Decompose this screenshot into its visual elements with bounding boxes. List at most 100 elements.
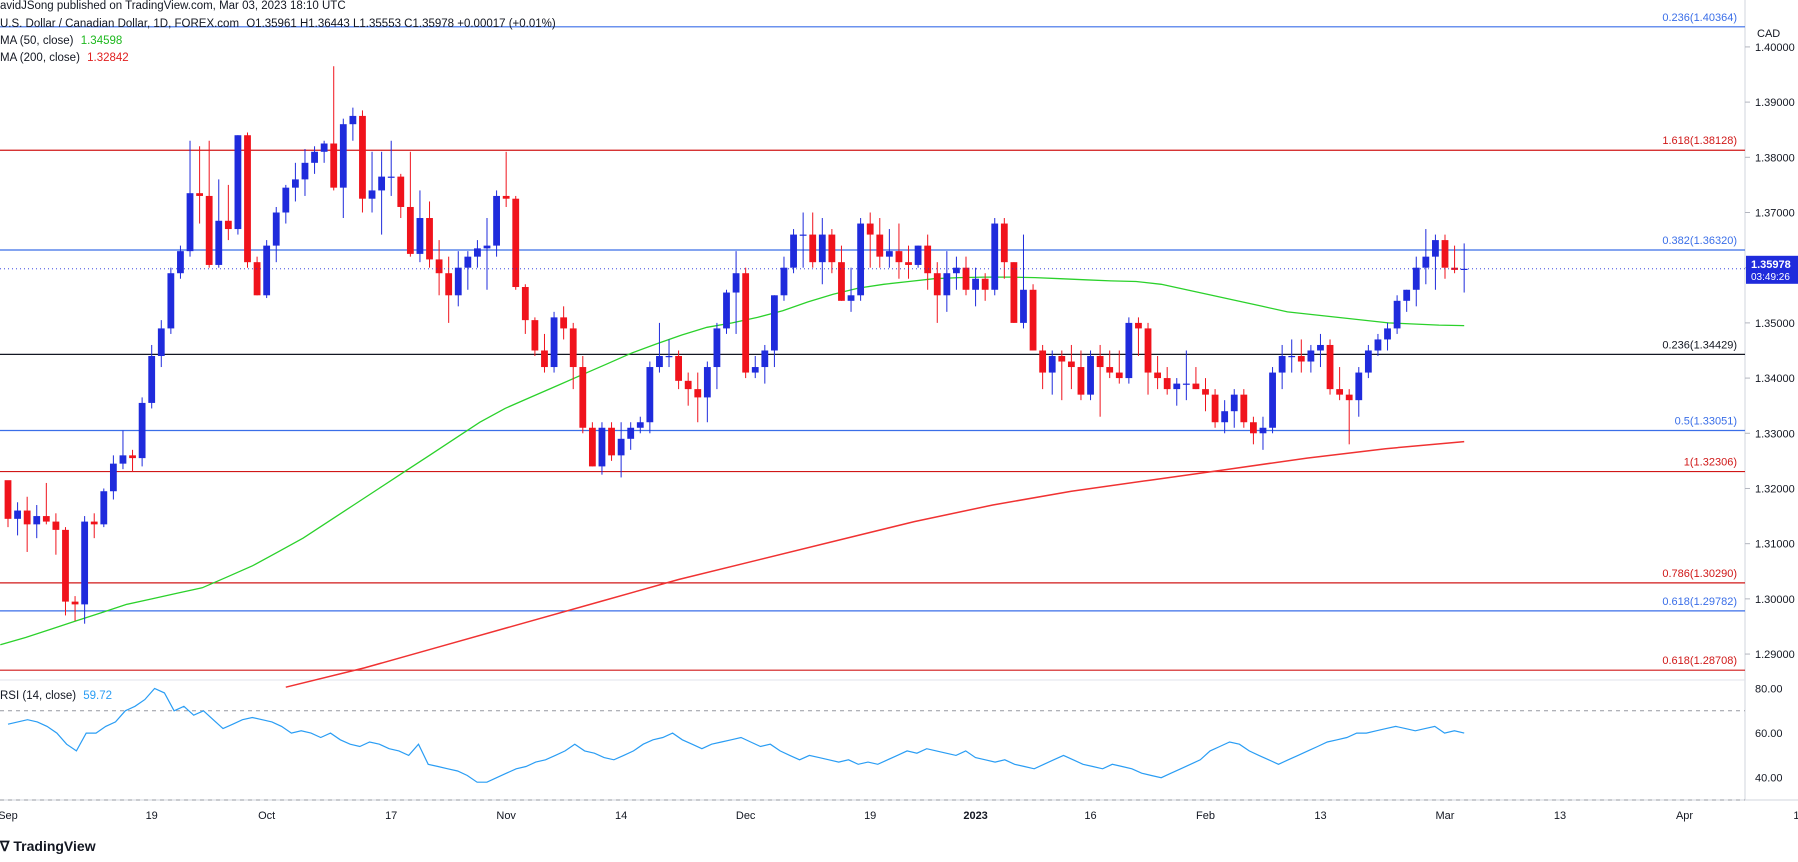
candle-body — [895, 251, 903, 263]
candle-body — [1020, 289, 1027, 323]
candle-body — [1432, 240, 1439, 257]
ma50-line — [0, 276, 1465, 646]
price-tick-label: 1.31000 — [1755, 539, 1795, 551]
symbol-legend: U.S. Dollar / Canadian Dollar, 1D, FOREX… — [0, 18, 560, 30]
candle-body — [14, 510, 21, 519]
candle-body — [847, 295, 855, 301]
ma200-line — [285, 440, 1465, 688]
candle-body — [1355, 372, 1363, 401]
candle-body — [282, 187, 290, 213]
candle-body — [1422, 256, 1430, 268]
candle-body — [1393, 300, 1401, 329]
candle-body — [1087, 356, 1094, 395]
fib-level-label: 1.618(1.38128) — [1662, 135, 1737, 147]
tradingview-brand: TradingView — [13, 838, 96, 854]
candle-body — [426, 218, 433, 260]
rsi-label: RSI (14, close) — [0, 690, 77, 702]
symbol-name[interactable]: U.S. Dollar / Canadian Dollar, 1D, FOREX… — [0, 18, 240, 30]
candle-body — [608, 427, 615, 456]
rsi-legend[interactable]: RSI (14, close) 59.72 — [0, 690, 116, 702]
candle-body — [1336, 389, 1344, 395]
candle-body — [924, 245, 932, 274]
candle-body — [464, 256, 472, 268]
candle-body — [943, 273, 951, 296]
time-tick-label: 19 — [864, 810, 876, 822]
candle-body — [1345, 394, 1353, 401]
candle-body — [933, 273, 941, 296]
candle-body — [23, 510, 31, 525]
price-tick-label: 1.30000 — [1755, 594, 1795, 606]
candle-body — [368, 190, 376, 199]
candle-body — [292, 179, 299, 188]
candle-body — [33, 516, 41, 525]
candle-body — [387, 176, 395, 178]
candle-body — [1106, 367, 1114, 373]
ma50-legend[interactable]: MA (50, close) 1.34598 — [0, 35, 126, 47]
price-tick-label: 1.40000 — [1755, 42, 1795, 54]
time-tick-label: Nov — [496, 810, 516, 822]
candle-body — [42, 516, 50, 522]
price-tick-label: 1.34000 — [1755, 373, 1795, 385]
price-tick-label: 1.32000 — [1755, 483, 1795, 495]
candle-body — [1029, 289, 1037, 351]
candle-body — [1163, 378, 1171, 390]
countdown-label: 03:49:26 — [1751, 272, 1790, 283]
time-tick-label: 2023 — [963, 810, 987, 822]
fib-level-label: 0.382(1.36320) — [1662, 235, 1737, 247]
candle-body — [138, 402, 146, 459]
candle-body — [320, 143, 328, 152]
candle-body — [780, 267, 788, 296]
candle-body — [1125, 322, 1133, 379]
time-tick-label: Mar — [1436, 810, 1455, 822]
candle-body — [723, 292, 730, 329]
candle-body — [1039, 350, 1047, 373]
fib-level-label: 0.618(1.28708) — [1662, 655, 1737, 667]
candle-body — [109, 463, 117, 492]
price-tick-label: 1.38000 — [1755, 152, 1795, 164]
candle-body — [857, 223, 865, 296]
rsi-line — [7, 687, 1465, 783]
tradingview-logo[interactable]: ∇ TradingView — [0, 838, 96, 855]
candle-body — [665, 356, 673, 358]
candle-body — [196, 193, 203, 196]
tradingview-mark-icon: ∇ — [0, 838, 10, 854]
rsi-value: 59.72 — [83, 690, 113, 702]
candle-body — [1403, 289, 1411, 301]
candle-body — [1182, 383, 1190, 385]
candle-body — [512, 198, 520, 288]
candle-body — [828, 234, 836, 263]
candle-body — [263, 245, 271, 296]
candle-body — [1364, 350, 1372, 373]
candle-body — [818, 234, 826, 263]
candle-body — [100, 491, 108, 525]
candle-body — [81, 521, 89, 605]
candle-body — [1307, 350, 1315, 362]
candle-body — [1317, 344, 1324, 351]
candle-body — [234, 135, 242, 230]
candle-body — [598, 427, 606, 467]
candle-body — [205, 195, 213, 265]
candle-body — [914, 245, 922, 265]
candle-body — [349, 115, 357, 125]
candle-body — [1288, 356, 1296, 358]
candle-body — [1384, 328, 1391, 340]
candle-body — [215, 220, 223, 265]
candle-body — [330, 143, 338, 188]
time-tick-label: 16 — [1084, 810, 1096, 822]
candle-body — [272, 212, 280, 246]
candle-body — [732, 273, 740, 293]
candle-body — [177, 251, 184, 274]
candle-body — [541, 350, 548, 368]
ma200-legend[interactable]: MA (200, close) 1.32842 — [0, 52, 133, 64]
candle-body — [1211, 394, 1219, 423]
last-price-tag — [1746, 255, 1798, 284]
fib-level-label: 0.236(1.40364) — [1662, 12, 1737, 24]
price-tick-label: 1.39000 — [1755, 97, 1795, 109]
candle-body — [560, 317, 568, 329]
ma200-value: 1.32842 — [87, 52, 129, 64]
candle-body — [1000, 223, 1008, 263]
candle-body — [675, 356, 682, 381]
price-tick-label: 1.29000 — [1755, 649, 1795, 661]
